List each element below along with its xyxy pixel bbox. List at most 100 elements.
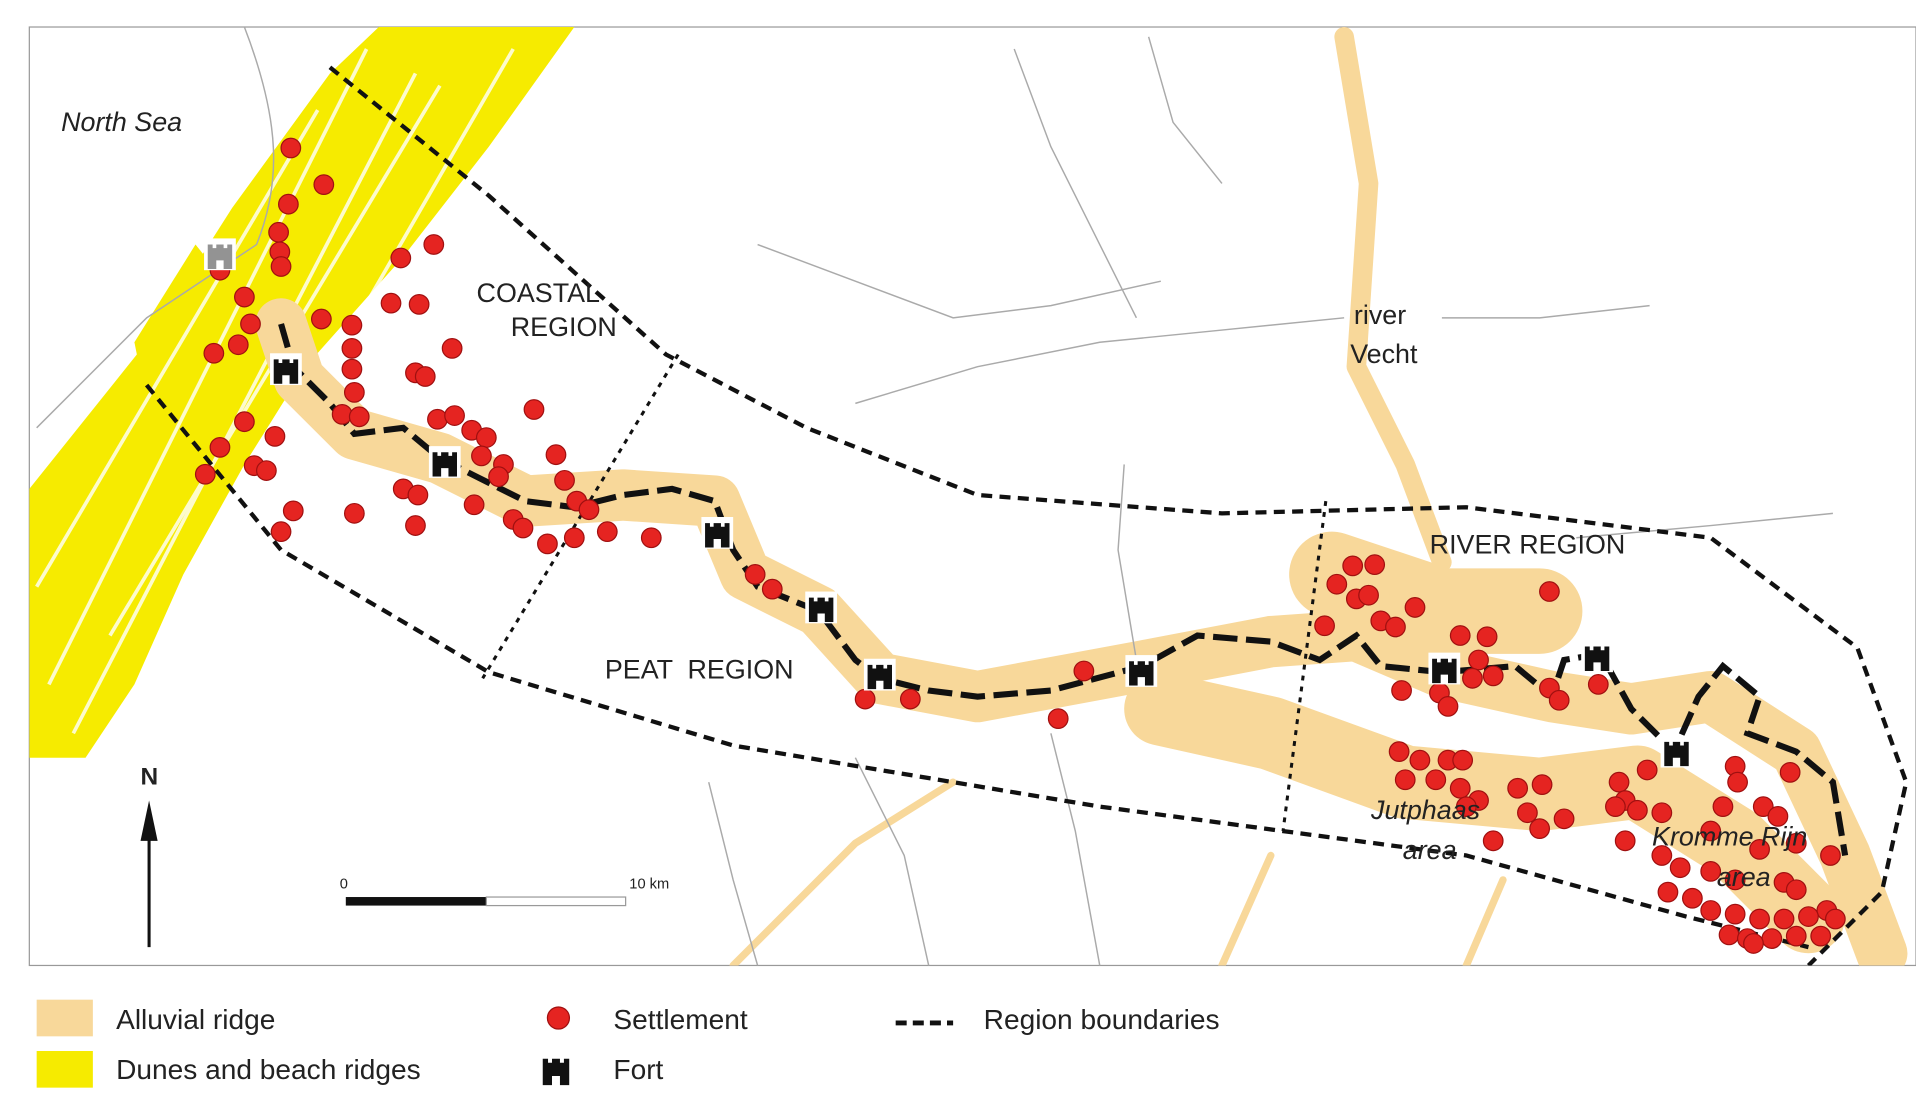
settlement	[1681, 887, 1703, 909]
legend-fort	[542, 1058, 570, 1086]
settlement	[277, 193, 299, 215]
settlement	[1727, 771, 1748, 793]
settlement	[1531, 774, 1553, 795]
settlement	[1651, 802, 1673, 824]
settlement	[1385, 616, 1406, 638]
settlement	[545, 444, 567, 466]
settlement	[1785, 879, 1807, 901]
settlement	[523, 399, 545, 420]
settlement	[227, 334, 249, 356]
river-label: river	[1354, 300, 1406, 330]
legend-swatch	[36, 1050, 93, 1088]
settlement	[282, 500, 304, 522]
north-arrowhead	[140, 800, 158, 841]
settlement	[444, 405, 465, 426]
region-label: COASTAL	[477, 278, 601, 308]
north-label: N	[141, 764, 159, 791]
settlement	[475, 427, 497, 448]
legend-label: Alluvial ridge	[116, 1004, 275, 1035]
settlement	[234, 286, 255, 308]
settlement	[537, 533, 558, 555]
scale-label: 10 km	[629, 876, 669, 892]
settlement	[408, 294, 430, 315]
settlement	[1743, 933, 1764, 954]
settlement	[1468, 649, 1489, 671]
scale-bar	[485, 896, 627, 907]
settlement	[596, 521, 618, 543]
settlement	[270, 521, 292, 543]
settlement	[512, 517, 534, 539]
settlement	[1449, 777, 1471, 799]
settlement	[1614, 830, 1636, 852]
settlement	[1749, 908, 1770, 930]
settlement	[1342, 555, 1364, 577]
settlement	[1608, 771, 1630, 793]
settlement	[1761, 928, 1783, 949]
settlement	[264, 425, 286, 447]
settlement	[1476, 626, 1498, 648]
settlement	[194, 463, 216, 485]
settlement	[1752, 796, 1774, 817]
legend-label: Settlement	[613, 1004, 747, 1035]
settlement	[405, 515, 426, 536]
region-label: RIVER REGION	[1430, 530, 1626, 560]
settlement	[441, 337, 463, 359]
settlement	[1657, 881, 1679, 903]
settlement	[1700, 900, 1722, 921]
area-label: area	[1717, 862, 1771, 892]
settlement	[1820, 845, 1841, 866]
settlement	[341, 358, 363, 380]
settlement	[1539, 581, 1560, 602]
settlement	[1785, 832, 1807, 854]
settlement	[209, 436, 231, 458]
area-label: area	[1403, 835, 1457, 865]
legend-label: Region boundaries	[984, 1004, 1220, 1035]
settlement	[554, 469, 575, 491]
settlement	[343, 381, 365, 403]
river-label: Vecht	[1350, 339, 1418, 369]
settlement	[1529, 818, 1551, 839]
settlement	[1718, 924, 1740, 946]
settlement	[744, 564, 766, 585]
settlement	[1358, 584, 1379, 606]
settlement	[1462, 667, 1483, 689]
settlement	[1507, 777, 1529, 799]
scale-label: 0	[340, 876, 348, 892]
settlement	[1425, 769, 1447, 791]
settlement	[423, 234, 445, 255]
settlement	[1700, 860, 1722, 882]
settlement	[341, 337, 363, 359]
area-label: Jutphaas	[1370, 795, 1480, 825]
settlement	[1314, 615, 1335, 637]
settlement	[234, 411, 255, 433]
settlement	[310, 308, 332, 330]
settlement	[1773, 908, 1795, 930]
region-label: PEAT REGION	[605, 654, 794, 684]
settlement	[427, 408, 448, 430]
scale-bar	[345, 897, 487, 906]
settlement	[1452, 749, 1474, 771]
settlement	[1810, 925, 1832, 947]
settlement	[414, 366, 436, 387]
settlement	[313, 174, 335, 196]
settlement	[1798, 906, 1819, 927]
settlement	[1724, 903, 1746, 925]
settlement	[1482, 830, 1504, 852]
settlement	[280, 137, 302, 159]
settlement	[463, 494, 485, 516]
region-label: REGION	[511, 312, 617, 342]
settlement	[341, 314, 363, 336]
legend-label: Dunes and beach ridges	[116, 1054, 421, 1085]
settlement	[1767, 805, 1789, 827]
settlement	[1394, 769, 1416, 791]
settlement	[1700, 820, 1722, 842]
settlement	[1651, 845, 1673, 866]
settlement	[488, 466, 509, 488]
settlement	[255, 460, 277, 481]
waterways	[36, 27, 1833, 966]
area-label: Kromme Rijn	[1652, 822, 1807, 852]
settlement	[1749, 838, 1770, 860]
settlement	[854, 688, 876, 710]
